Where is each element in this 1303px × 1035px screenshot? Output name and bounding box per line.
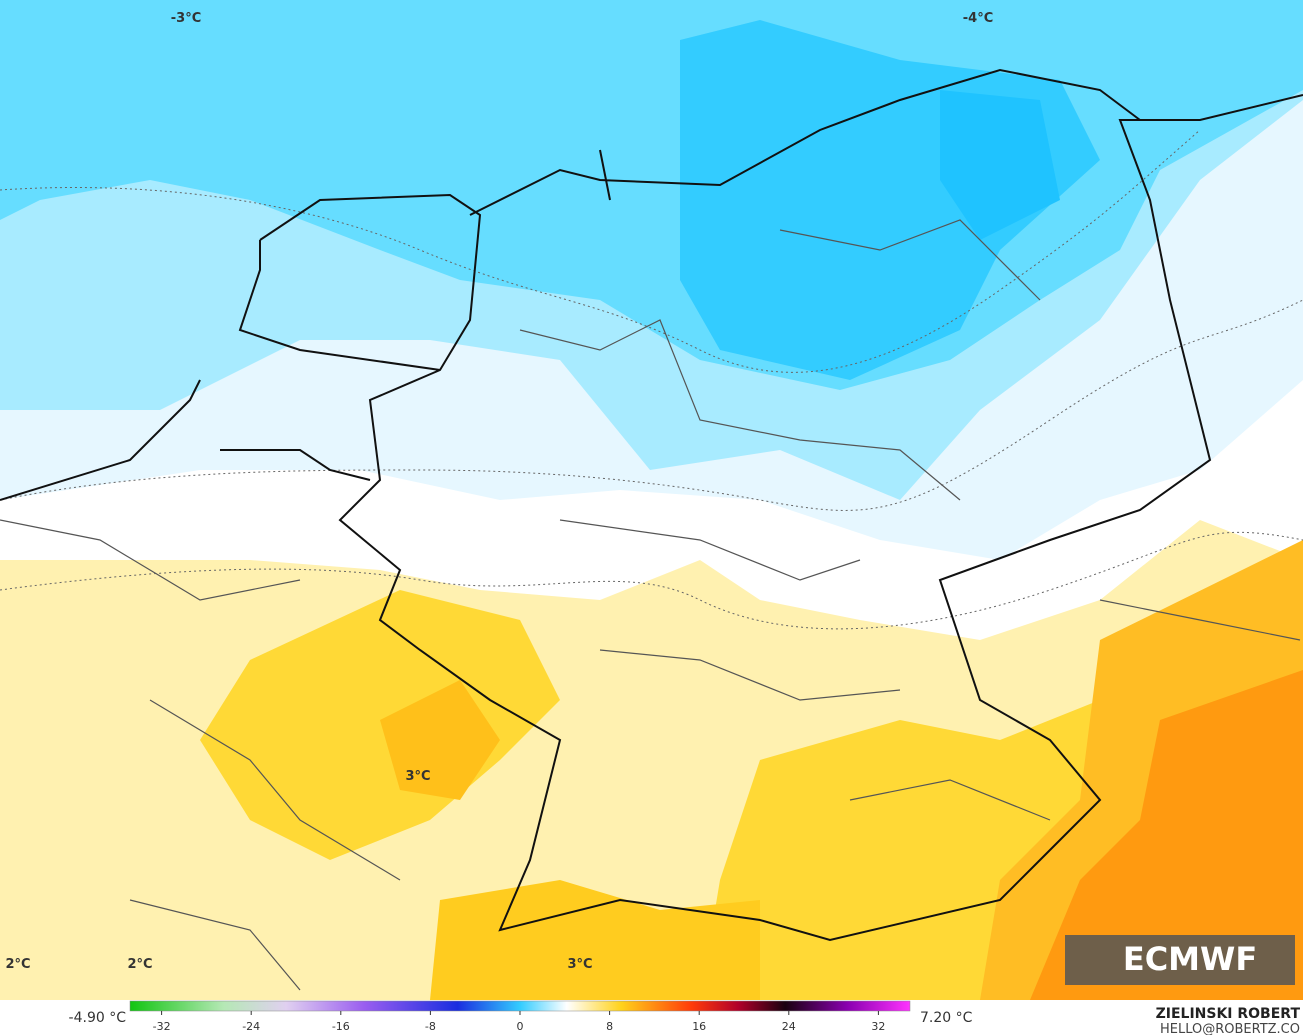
- map-label: 3°C: [405, 769, 430, 784]
- colorbar-min: -4.90 °C: [69, 1010, 127, 1026]
- colorbar-tick-label: 24: [782, 1020, 796, 1033]
- map-label: 2°C: [5, 957, 30, 972]
- colorbar-tick-label: 16: [692, 1020, 706, 1033]
- colorbar: [129, 1000, 911, 1012]
- map-label: 2°C: [127, 957, 152, 972]
- colorbar-tick-label: -32: [153, 1020, 171, 1033]
- map-label: -3°C: [171, 11, 201, 26]
- colorbar-tick-label: -8: [425, 1020, 436, 1033]
- colorbar-tick-label: 32: [871, 1020, 885, 1033]
- logo-box: [1065, 935, 1295, 985]
- colorbar-ticks: -32 -24 -16 -8 0 8 16 24 32: [153, 1011, 885, 1033]
- colorbar-max: 7.20 °C: [920, 1010, 973, 1026]
- credit-name: ZIELINSKI ROBERT: [1156, 1006, 1301, 1022]
- temperature-map: [0, 0, 1303, 1000]
- colorbar-tick-label: 0: [517, 1020, 524, 1033]
- logo: ECMWF: [1065, 935, 1295, 985]
- map-label: 3°C: [567, 957, 592, 972]
- map-labels: -3°C -4°C 3°C 2°C 2°C 3°C: [5, 11, 993, 972]
- colorbar-tick-label: -16: [332, 1020, 350, 1033]
- map-label: -4°C: [963, 11, 993, 26]
- colorbar-tick-label: 8: [606, 1020, 613, 1033]
- credit-contact: HELLO@ROBERTZ.CO: [1160, 1022, 1300, 1035]
- logo-text: ECMWF: [1123, 940, 1257, 978]
- colorbar-tick-label: -24: [242, 1020, 260, 1033]
